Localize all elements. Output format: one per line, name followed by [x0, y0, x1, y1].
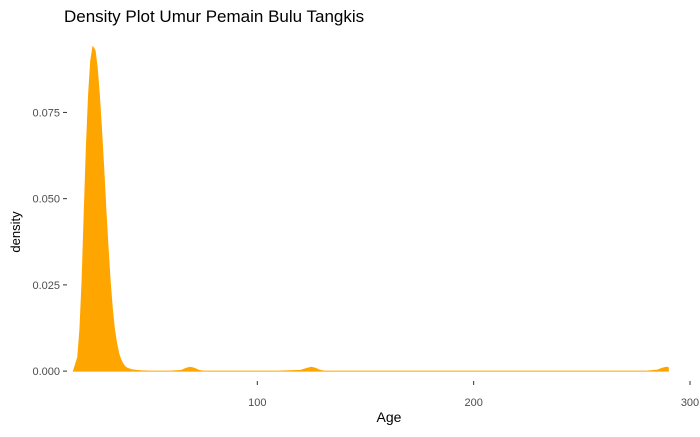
chart-title: Density Plot Umur Pemain Bulu Tangkis — [64, 7, 365, 26]
x-tick-label: 200 — [464, 397, 482, 409]
y-tick-label: 0.000 — [32, 366, 60, 378]
y-tick-label: 0.075 — [32, 107, 60, 119]
x-tick-label: 300 — [681, 397, 699, 409]
x-axis-label: Age — [377, 409, 402, 425]
x-tick-label: 100 — [248, 397, 266, 409]
y-axis-label: density — [8, 211, 23, 253]
density-area — [72, 45, 669, 372]
y-tick-label: 0.050 — [32, 194, 60, 206]
y-tick-label: 0.025 — [32, 280, 60, 292]
